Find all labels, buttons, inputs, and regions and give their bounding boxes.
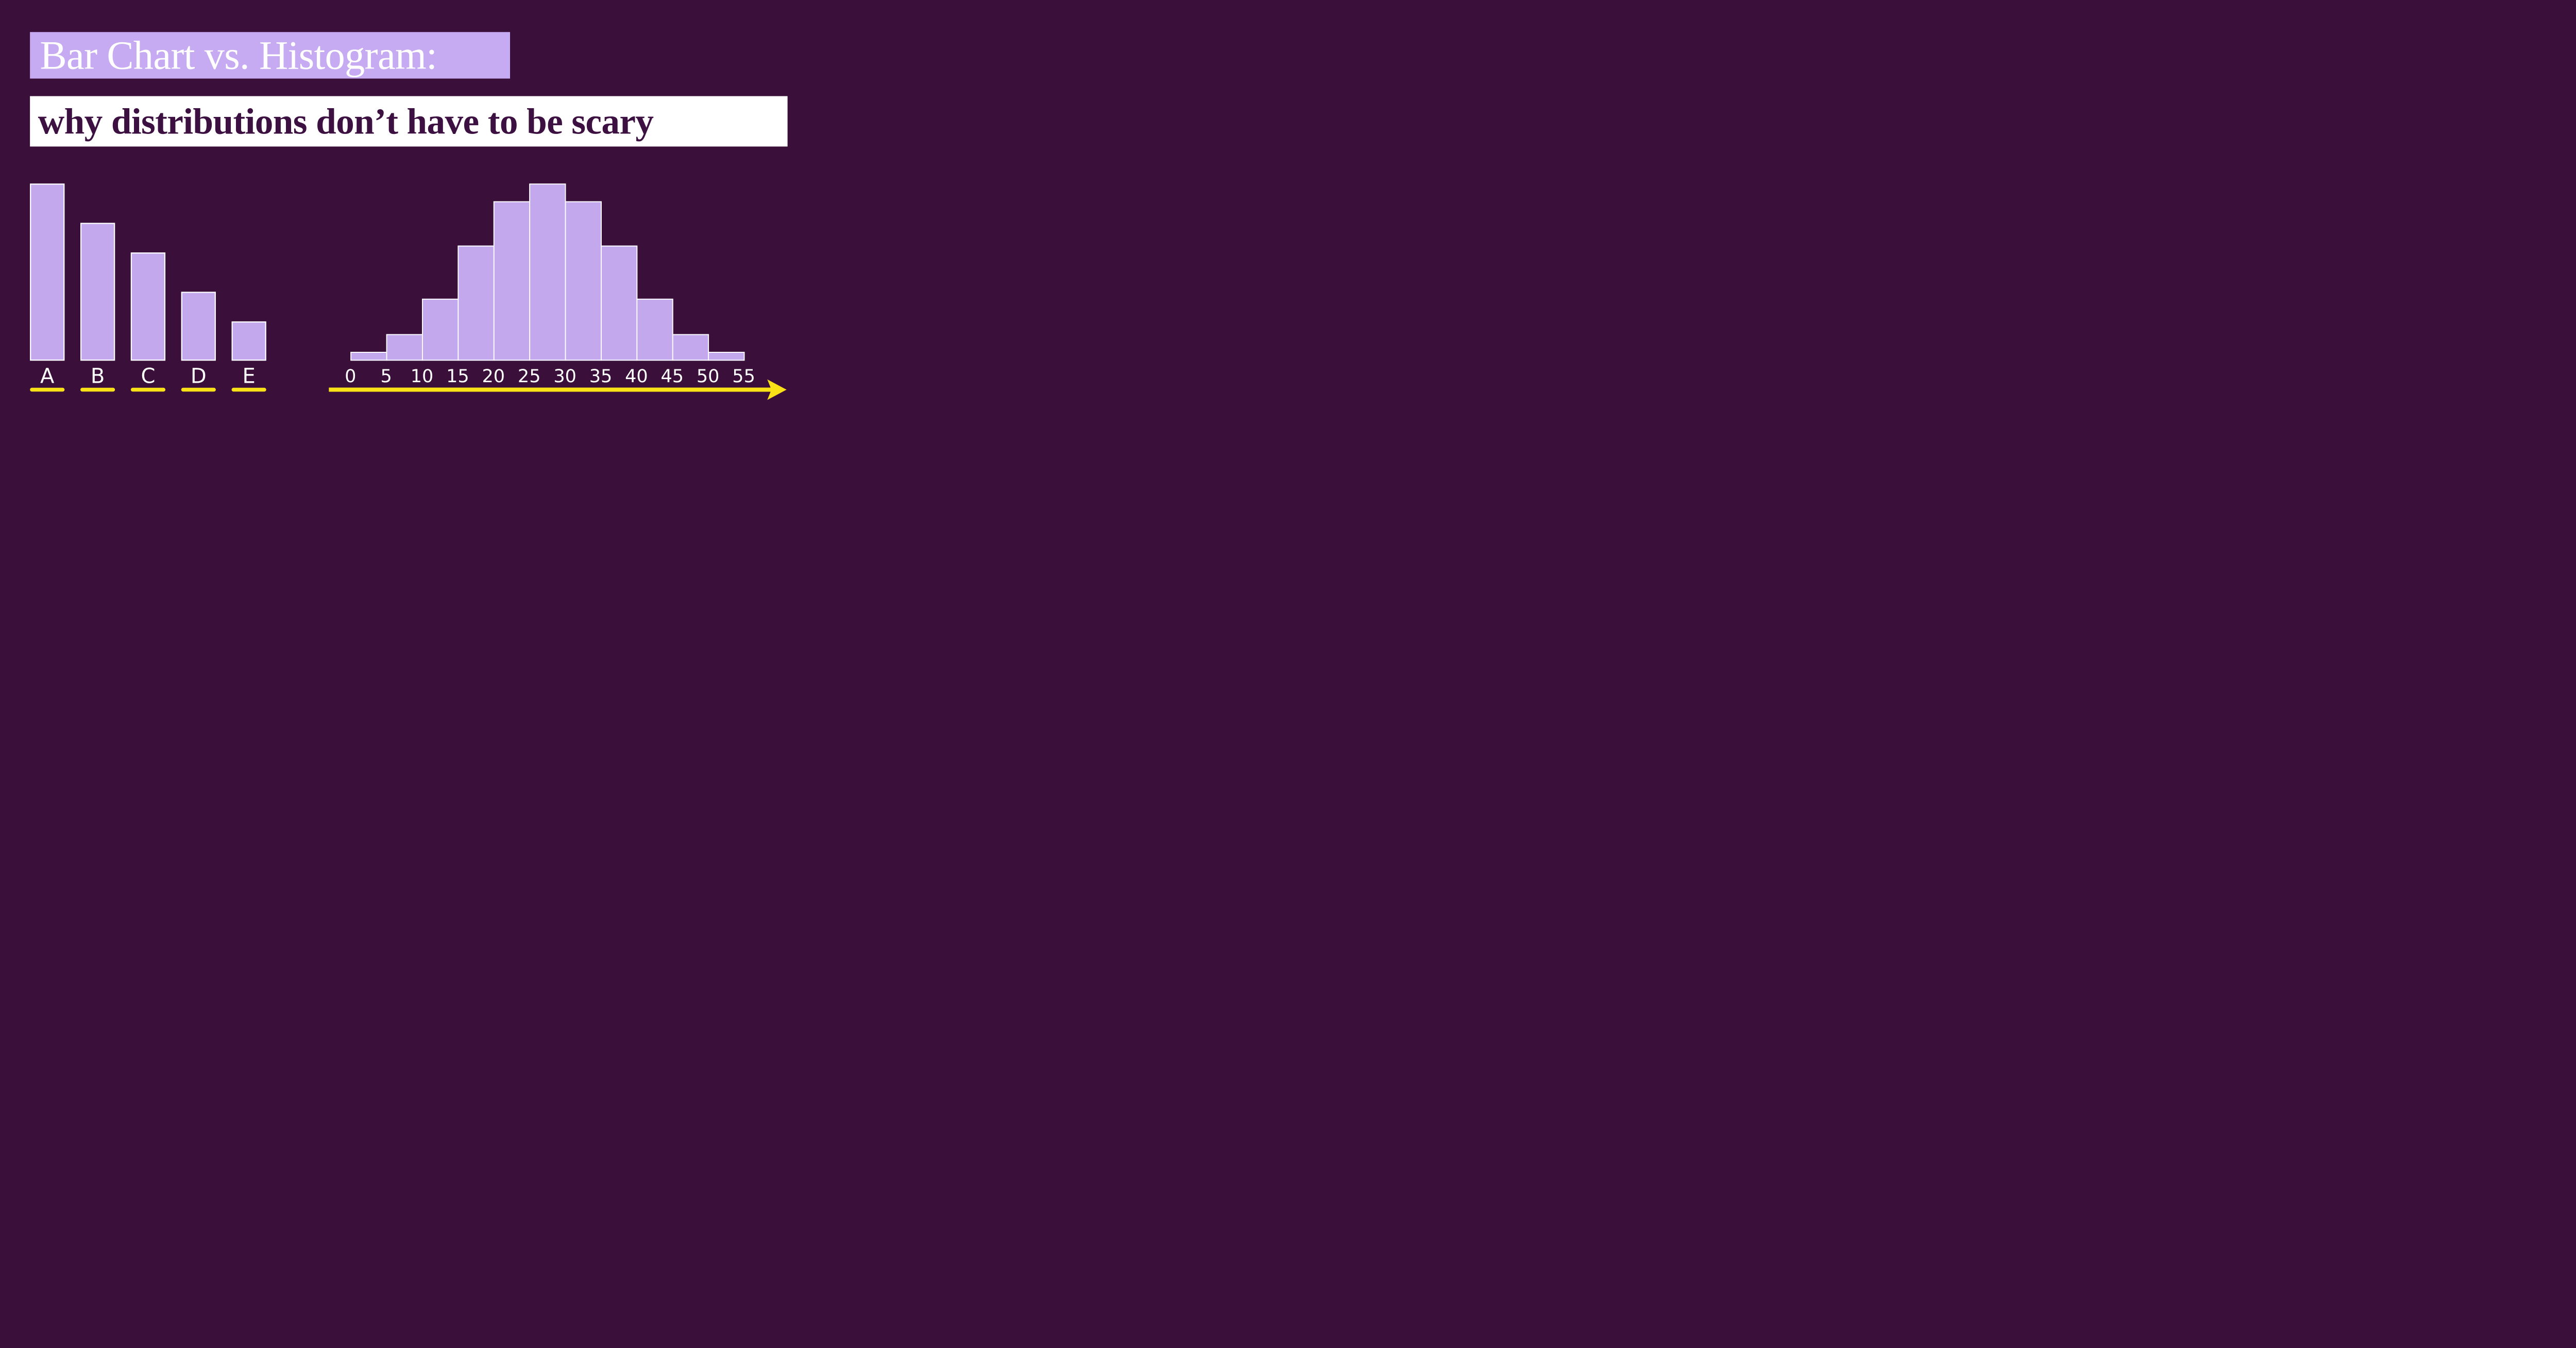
category-underline <box>231 387 266 392</box>
bar-chart-category-label: B <box>90 364 105 388</box>
histogram-tick-label: 15 <box>446 365 469 387</box>
page-title: Bar Chart vs. Histogram: <box>40 32 437 78</box>
histogram-tick-label: 5 <box>380 365 392 387</box>
histogram-tick-label: 50 <box>696 365 720 387</box>
histogram-tick-label: 20 <box>482 365 505 387</box>
bar-chart-bar-D <box>181 292 216 361</box>
histogram-tick-label: 10 <box>410 365 434 387</box>
histogram-bin-5-10 <box>386 334 423 361</box>
bar-chart-category-label: E <box>242 364 256 388</box>
category-underline <box>80 387 115 392</box>
histogram-bin-50-55 <box>708 352 745 361</box>
title-banner-primary: Bar Chart vs. Histogram: <box>30 32 511 79</box>
title-banner-subtitle: why distributions don’t have to be scary <box>30 96 788 147</box>
histogram-tick-label: 55 <box>732 365 755 387</box>
bar-chart-bar-B <box>80 223 115 361</box>
histogram-bin-15-20 <box>457 245 495 361</box>
bar-chart-bar-A <box>30 183 65 361</box>
bar-chart-bar-E <box>231 321 266 361</box>
category-underline <box>130 387 166 392</box>
bar-chart-bar-C <box>130 252 166 361</box>
histogram-bin-45-50 <box>672 334 709 361</box>
histogram-tick-label: 25 <box>517 365 541 387</box>
histogram-tick-label: 30 <box>553 365 577 387</box>
axis-arrow-head-icon <box>767 379 787 400</box>
histogram-bin-40-45 <box>636 298 673 361</box>
histogram-bin-35-40 <box>600 245 638 361</box>
histogram-tick-label: 35 <box>589 365 613 387</box>
histogram-bin-30-35 <box>565 201 602 361</box>
histogram-tick-label: 0 <box>345 365 357 387</box>
infographic-content: Bar Chart vs. Histogram: why distributio… <box>0 0 805 421</box>
histogram-bin-20-25 <box>493 201 531 361</box>
bar-chart-category-label: A <box>40 364 55 388</box>
bar-chart-category-label: C <box>141 364 156 388</box>
infographic-canvas: Bar Chart vs. Histogram: why distributio… <box>0 0 805 421</box>
histogram-bin-25-30 <box>529 183 566 361</box>
histogram-bin-10-15 <box>422 298 459 361</box>
histogram-tick-label: 40 <box>625 365 648 387</box>
histogram-bin-0-5 <box>350 352 387 361</box>
page-subtitle: why distributions don’t have to be scary <box>38 101 654 142</box>
category-underline <box>181 387 216 392</box>
category-underline <box>30 387 65 392</box>
arrow-right-icon <box>767 379 787 400</box>
x-axis-line <box>329 387 774 392</box>
histogram-tick-label: 45 <box>660 365 684 387</box>
bar-chart-category-label: D <box>190 364 207 388</box>
